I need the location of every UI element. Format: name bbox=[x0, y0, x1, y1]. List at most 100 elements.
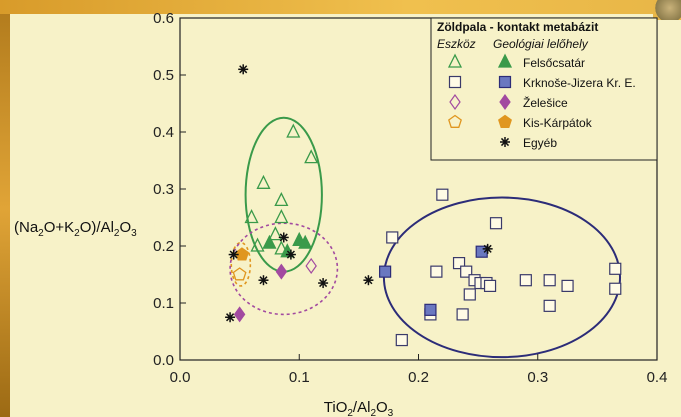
ticks-layer: 0.0 0.1 0.2 0.3 0.4 0.0 0.1 0.2 0.3 0.4 0.5 0.6 bbox=[153, 10, 667, 386]
point-fels-csat-r-site bbox=[262, 234, 277, 249]
point-egy-b bbox=[363, 275, 374, 286]
axis-label-text: O)/Al bbox=[80, 219, 114, 236]
legend-krkno-e-jizera-kr-e--site-marker bbox=[498, 75, 512, 89]
point-krkno-e-jizera-kr-e--tool bbox=[456, 308, 469, 321]
decorative-top-strip bbox=[0, 0, 681, 14]
points-layer bbox=[225, 64, 622, 347]
x-axis-label: TiO2/Al2O3 bbox=[324, 399, 394, 417]
legend-egy-b-label: Egyéb bbox=[523, 136, 557, 150]
legend-kis-k-rp-tok-site-marker bbox=[498, 114, 512, 128]
point-krkno-e-jizera-kr-e--tool bbox=[436, 188, 449, 201]
point--ele-ice-tool bbox=[305, 257, 317, 274]
point-krkno-e-jizera-kr-e--tool bbox=[561, 279, 574, 292]
point-krkno-e-jizera-kr-e--site bbox=[379, 265, 392, 278]
point-fels-csat-r-tool bbox=[244, 209, 259, 224]
point-krkno-e-jizera-kr-e--site bbox=[424, 303, 437, 316]
point-krkno-e-jizera-kr-e--tool bbox=[543, 274, 556, 287]
axis-label-subscript: 2 bbox=[347, 408, 353, 417]
point-fels-csat-r-tool bbox=[304, 149, 319, 164]
point-fels-csat-r-tool bbox=[274, 209, 289, 224]
point-fels-csat-r-site bbox=[298, 234, 313, 249]
y-tick-label: 0.3 bbox=[153, 181, 174, 198]
y-tick-label: 0.5 bbox=[153, 67, 174, 84]
point-egy-b bbox=[225, 312, 236, 323]
point-egy-b bbox=[258, 275, 269, 286]
point-krkno-e-jizera-kr-e--tool bbox=[543, 299, 556, 312]
point-krkno-e-jizera-kr-e--tool bbox=[395, 333, 408, 347]
axis-label-text: (Na bbox=[14, 219, 39, 236]
point-egy-b bbox=[228, 249, 239, 260]
point-krkno-e-jizera-kr-e--tool bbox=[483, 279, 497, 292]
legend--ele-ice-tool-marker bbox=[449, 93, 461, 111]
legend--ele-ice-label: Želešice bbox=[523, 95, 568, 110]
ellipse--ele-ice-field bbox=[229, 222, 339, 316]
axis-label-subscript: 2 bbox=[114, 228, 120, 239]
point-krkno-e-jizera-kr-e--tool bbox=[489, 217, 503, 230]
point-fels-csat-r-tool bbox=[268, 226, 283, 241]
point-krkno-e-jizera-kr-e--tool bbox=[386, 231, 399, 244]
x-tick-label: 0.2 bbox=[408, 369, 429, 386]
legend-box bbox=[430, 17, 658, 161]
point-fels-csat-r-tool bbox=[274, 240, 289, 255]
legend-kis-k-rp-tok-label: Kis-Kárpátok bbox=[523, 116, 593, 130]
axis-label-subscript: 2 bbox=[370, 408, 376, 417]
point-krkno-e-jizera-kr-e--tool bbox=[519, 274, 532, 287]
legend-column-site: Geológiai lelőhely bbox=[493, 37, 589, 51]
point-krkno-e-jizera-kr-e--tool bbox=[430, 265, 443, 278]
point--ele-ice-site bbox=[233, 306, 246, 323]
point-krkno-e-jizera-kr-e--tool bbox=[460, 265, 473, 278]
axis-label-text: O bbox=[376, 399, 388, 416]
legend-krkno-e-jizera-kr-e--tool-marker bbox=[448, 75, 462, 89]
axis-label-text: /Al bbox=[353, 399, 371, 416]
point-egy-b-stroke bbox=[319, 278, 328, 288]
point-egy-b bbox=[285, 249, 296, 260]
legend-egy-b-marker bbox=[500, 137, 510, 147]
point-egy-b bbox=[238, 64, 249, 75]
legend-fels-csat-r-label: Felsőcsatár bbox=[523, 56, 585, 70]
point-egy-b-stroke bbox=[229, 250, 238, 259]
legend: Zöldpala - kontakt metabázit Eszköz Geol… bbox=[430, 17, 658, 161]
legend-entries: Felsőcsatár Krknoše-Jizera Kr. E. Želešice… bbox=[447, 53, 636, 150]
axis-label-subscript: 2 bbox=[38, 228, 44, 239]
decorative-corner-image bbox=[653, 0, 681, 20]
point-egy-b-stroke bbox=[364, 276, 373, 285]
axis-label-text: O bbox=[119, 219, 131, 236]
legend-fels-csat-r-site-marker bbox=[497, 53, 513, 68]
point-fels-csat-r-tool bbox=[286, 123, 301, 138]
point-krkno-e-jizera-kr-e--tool bbox=[463, 288, 476, 301]
y-tick-label: 0.1 bbox=[153, 295, 174, 312]
x-tick-label: 0.4 bbox=[647, 369, 668, 386]
axis-label-subscript: 3 bbox=[388, 408, 394, 417]
legend-krkno-e-jizera-kr-e--label: Krknoše-Jizera Kr. E. bbox=[523, 76, 636, 90]
y-axis-label: (Na2O+K2O)/Al2O3 bbox=[14, 219, 137, 239]
point--ele-ice-site bbox=[275, 263, 288, 280]
point-egy-b bbox=[318, 278, 329, 289]
decorative-left-strip bbox=[0, 0, 10, 417]
point-egy-b bbox=[278, 232, 289, 243]
point-krkno-e-jizera-kr-e--tool bbox=[609, 262, 622, 275]
axis-label-subscript: 3 bbox=[131, 228, 137, 239]
point-fels-csat-r-tool bbox=[250, 237, 265, 252]
point-egy-b bbox=[482, 243, 493, 254]
x-tick-label: 0.0 bbox=[170, 369, 191, 386]
axis-label-subscript: 2 bbox=[74, 228, 80, 239]
point-krkno-e-jizera-kr-e--tool bbox=[452, 257, 466, 270]
point-egy-b-stroke bbox=[483, 244, 492, 253]
axis-label-text: O+K bbox=[44, 219, 74, 236]
point-kis-k-rp-tok-tool bbox=[232, 267, 247, 281]
axis-label-text: TiO bbox=[324, 399, 348, 416]
legend--ele-ice-site-marker bbox=[499, 93, 511, 111]
x-tick-label: 0.1 bbox=[289, 369, 310, 386]
point-fels-csat-r-tool bbox=[256, 174, 271, 189]
y-tick-label: 0.0 bbox=[153, 352, 174, 369]
x-tick-label: 0.3 bbox=[527, 369, 548, 386]
point-egy-b-stroke bbox=[226, 313, 235, 322]
point-krkno-e-jizera-kr-e--tool bbox=[609, 282, 622, 295]
y-tick-label: 0.4 bbox=[153, 124, 174, 141]
y-tick-label: 0.6 bbox=[153, 10, 174, 27]
legend-fels-csat-r-tool-marker bbox=[447, 53, 463, 68]
point-egy-b-stroke bbox=[259, 276, 268, 285]
ellipse-kis-k-rp-tok-field bbox=[230, 241, 252, 287]
